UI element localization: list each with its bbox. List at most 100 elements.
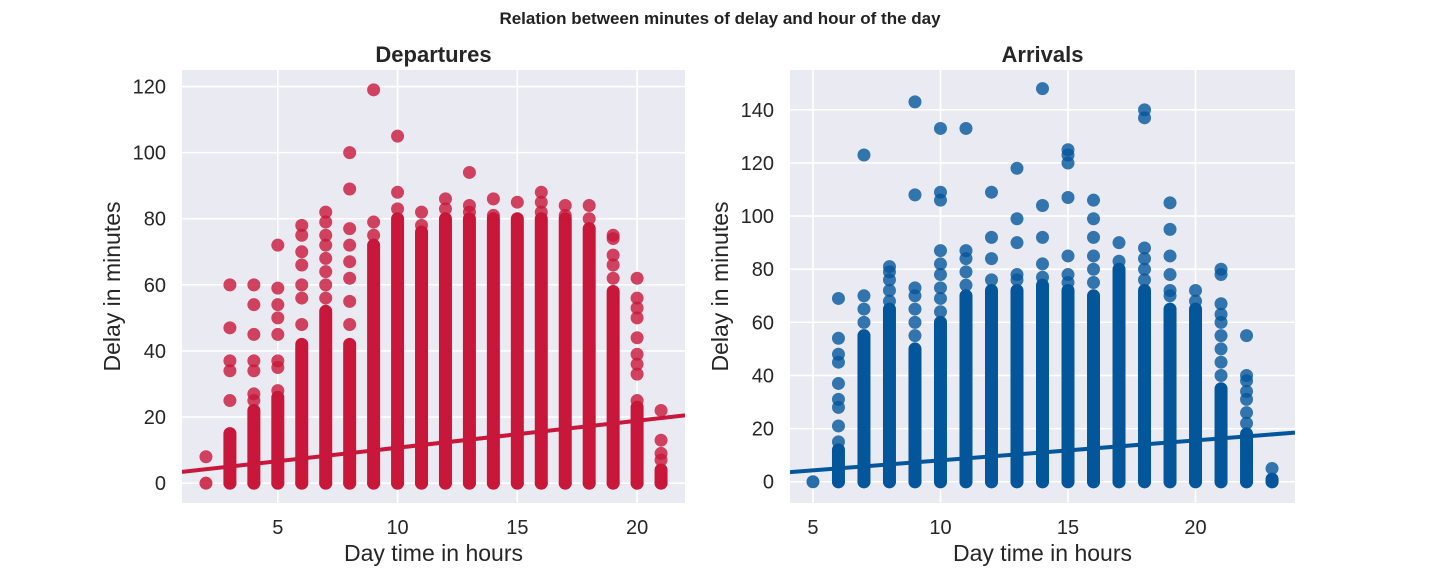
departures-point — [343, 182, 357, 196]
departures-xtick-label: 5 — [272, 517, 283, 539]
arrivals-xtick-label: 5 — [807, 517, 818, 539]
arrivals-point — [1087, 193, 1101, 207]
departures-point — [271, 354, 285, 368]
departures-point — [247, 354, 261, 368]
arrivals-point — [984, 252, 998, 266]
arrivals-point — [831, 376, 845, 390]
departures-point — [343, 238, 357, 252]
arrivals-point — [908, 475, 922, 489]
departures-ytick-label: 0 — [155, 473, 166, 495]
departures-point — [391, 185, 405, 199]
departures-point — [319, 238, 333, 252]
departures-point — [199, 476, 213, 490]
departures-point — [271, 311, 285, 325]
arrivals-point — [1061, 249, 1075, 263]
departures-point — [630, 367, 644, 381]
departures-point — [367, 476, 381, 490]
departures-point — [582, 199, 596, 213]
departures-point — [367, 215, 381, 229]
arrivals-point — [908, 329, 922, 343]
departures-point — [271, 476, 285, 490]
arrivals-point — [933, 244, 947, 258]
arrivals-point — [1138, 273, 1152, 287]
departures-point — [630, 331, 644, 345]
arrivals-point — [1010, 475, 1024, 489]
departures-point — [510, 195, 524, 209]
arrivals-point — [1087, 262, 1101, 276]
arrivals-point — [1189, 283, 1203, 297]
arrivals-point — [882, 260, 896, 274]
arrivals-data-layer — [790, 82, 1295, 489]
departures-point — [391, 202, 405, 216]
arrivals-point — [1240, 384, 1254, 398]
departures-title: Departures — [375, 42, 492, 67]
departures-point — [654, 446, 668, 460]
arrivals-yaxis-label: Delay in minutes — [707, 201, 733, 371]
arrivals-point — [1036, 198, 1049, 212]
departures-point — [438, 192, 452, 206]
arrivals-ytick-label: 20 — [752, 419, 774, 441]
arrivals-ytick-label: 120 — [741, 153, 774, 175]
departures-point — [415, 476, 429, 490]
departures-point — [367, 228, 381, 242]
arrivals-point — [933, 268, 947, 282]
arrivals-point — [1189, 294, 1203, 308]
arrivals-point — [1010, 236, 1024, 250]
arrivals-point — [1214, 329, 1228, 343]
departures-point — [223, 321, 237, 335]
arrivals-point — [933, 121, 947, 135]
arrivals-title: Arrivals — [1001, 42, 1084, 67]
figure-suptitle: Relation between minutes of delay and ho… — [499, 9, 941, 28]
arrivals-point — [806, 475, 820, 489]
departures-point — [319, 265, 333, 279]
departures-point — [319, 476, 333, 490]
departures-point — [438, 476, 452, 490]
arrivals-point — [857, 315, 871, 329]
arrivals-point — [908, 95, 922, 109]
arrivals-point — [1214, 307, 1228, 321]
departures-ytick-label: 60 — [144, 275, 166, 297]
arrivals-xtick-label: 15 — [1057, 517, 1079, 539]
departures-point — [606, 248, 620, 262]
arrivals-point — [1087, 230, 1101, 244]
departures-point — [415, 218, 429, 232]
arrivals-xtick-label: 20 — [1184, 517, 1206, 539]
arrivals-point — [1061, 191, 1075, 205]
arrivals-ytick-label: 100 — [741, 206, 774, 228]
departures-point — [534, 185, 548, 199]
departures-point — [558, 476, 572, 490]
departures-point — [295, 476, 309, 490]
departures-point — [415, 205, 429, 219]
arrivals-point — [1138, 103, 1152, 117]
departures-point — [247, 278, 261, 292]
departures-point — [534, 195, 548, 209]
departures-ytick-label: 20 — [144, 407, 166, 429]
departures-point — [606, 271, 620, 285]
arrivals-point — [1240, 475, 1254, 489]
arrivals-point — [831, 475, 845, 489]
departures-ytick-label: 40 — [144, 341, 166, 363]
arrivals-point — [1163, 196, 1177, 210]
departures-point — [199, 450, 213, 464]
departures-point — [630, 347, 644, 361]
departures-point — [654, 476, 668, 490]
departures-point — [438, 202, 452, 216]
arrivals-point — [1240, 416, 1254, 430]
arrivals-point — [857, 289, 871, 303]
arrivals-point — [1240, 406, 1254, 420]
arrivals-point — [1036, 475, 1049, 489]
departures-point — [582, 476, 596, 490]
departures-point — [295, 278, 309, 292]
departures-point — [367, 83, 381, 97]
arrivals-point — [1214, 297, 1228, 311]
arrivals-point — [908, 188, 922, 202]
arrivals-point — [984, 185, 998, 199]
arrivals-point — [1163, 475, 1177, 489]
departures-point — [271, 384, 285, 398]
arrivals-point — [882, 283, 896, 297]
departures-point — [558, 208, 572, 222]
departures-point — [462, 165, 476, 179]
arrivals-point — [1010, 212, 1024, 226]
departures-point — [534, 476, 548, 490]
